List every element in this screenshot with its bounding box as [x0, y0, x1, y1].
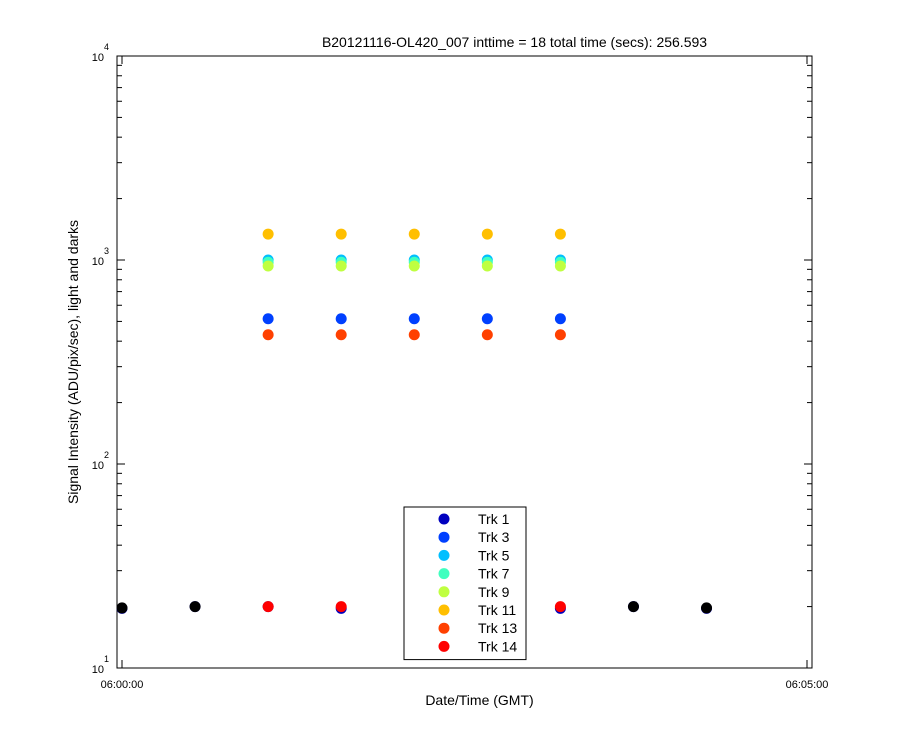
legend-label: Trk 3: [478, 529, 510, 545]
legend-label: Trk 13: [478, 620, 517, 636]
data-point: [262, 313, 274, 325]
data-point: [554, 329, 566, 341]
y-tick-exponent: 4: [104, 42, 109, 52]
series-trk-3: [262, 313, 566, 325]
legend-marker: [438, 531, 450, 543]
legend-label: Trk 9: [478, 584, 510, 600]
data-point: [481, 228, 493, 240]
y-tick-label: 10: [92, 460, 104, 472]
series-darks: [116, 601, 713, 614]
data-point: [408, 228, 420, 240]
data-point: [335, 601, 347, 613]
legend-label: Trk 5: [478, 547, 510, 563]
legend-label: Trk 1: [478, 511, 510, 527]
data-point: [189, 601, 201, 613]
legend-marker: [438, 640, 450, 652]
y-tick-label: 10: [92, 52, 104, 64]
legend-label: Trk 7: [478, 566, 510, 582]
data-point: [554, 601, 566, 613]
legend-label: Trk 11: [478, 602, 516, 618]
legend-marker: [438, 604, 450, 616]
legend-marker: [438, 568, 450, 580]
y-tick-exponent: 2: [104, 450, 109, 460]
data-point: [481, 329, 493, 341]
data-point: [554, 260, 566, 272]
legend-marker: [438, 622, 450, 634]
data-point: [335, 228, 347, 240]
data-point: [408, 260, 420, 272]
data-point: [481, 260, 493, 272]
x-axis-label: Date/Time (GMT): [425, 692, 533, 708]
data-point: [701, 602, 713, 614]
series-trk-14: [262, 601, 566, 613]
series-trk-13: [262, 329, 566, 341]
legend-marker: [438, 513, 450, 525]
data-point: [262, 329, 274, 341]
legend-marker: [438, 549, 450, 561]
legend-label: Trk 14: [478, 638, 517, 654]
data-point: [627, 601, 639, 613]
data-point: [335, 329, 347, 341]
data-point: [116, 602, 128, 614]
legend-box: [403, 506, 527, 661]
y-tick-exponent: 3: [104, 246, 109, 256]
plot-frame: [116, 55, 813, 669]
data-point: [262, 601, 274, 613]
data-point: [262, 228, 274, 240]
data-point: [335, 313, 347, 325]
series-trk-9: [262, 260, 566, 272]
y-tick-exponent: 1: [104, 654, 109, 664]
chart-title: B20121116-OL420_007 inttime = 18 total t…: [322, 34, 707, 50]
series-trk-11: [262, 228, 566, 240]
y-axis-label: Signal Intensity (ADU/pix/sec), light an…: [65, 220, 81, 504]
data-point: [262, 260, 274, 272]
x-tick-label: 06:00:00: [101, 679, 144, 691]
data-point: [408, 313, 420, 325]
data-point: [554, 313, 566, 325]
x-tick-label: 06:05:00: [786, 679, 829, 691]
legend: Trk 1 Trk 3 Trk 5 Trk 7 Trk 9 Trk 11 Trk 13 Trk…: [403, 506, 527, 661]
y-tick-label: 10: [92, 664, 104, 676]
legend-marker: [438, 586, 450, 598]
y-tick-label: 10: [92, 256, 104, 268]
data-point: [554, 228, 566, 240]
data-points: [116, 228, 713, 614]
data-point: [335, 260, 347, 272]
data-point: [481, 313, 493, 325]
data-point: [408, 329, 420, 341]
